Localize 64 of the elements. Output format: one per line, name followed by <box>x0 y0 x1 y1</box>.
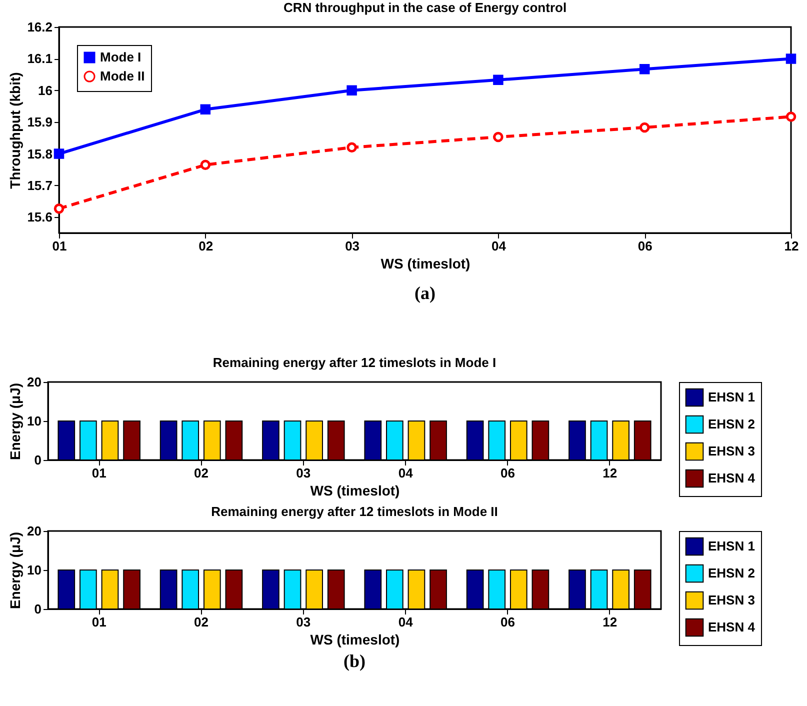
text: (b) <box>344 651 366 671</box>
point <box>346 142 357 153</box>
point <box>493 74 504 86</box>
point <box>200 160 211 170</box>
x-tick-label: 01 <box>92 614 106 630</box>
y-tick-label: 15.7 <box>27 178 52 193</box>
y-tick-label: 16 <box>38 82 52 98</box>
x-tick-label: 06 <box>500 466 515 480</box>
legend-label: EHSN 2 <box>708 416 755 432</box>
point <box>54 203 64 214</box>
x-tick-label: 12 <box>784 238 799 254</box>
legend-label: EHSN 4 <box>708 620 756 634</box>
y-tick-label: 16.1 <box>27 51 52 66</box>
legend-label: Mode I <box>100 50 142 64</box>
y-tick-label: 20 <box>27 374 42 390</box>
x-tick-label: 06 <box>638 238 652 254</box>
x-tick-label: 12 <box>602 614 618 630</box>
legend-label: EHSN 1 <box>708 538 755 554</box>
x-tick-label: 01 <box>52 238 67 254</box>
chart-title: Remaining energy after 12 timeslots in Mode I <box>212 355 496 370</box>
y-tick-label: 16.2 <box>27 20 52 34</box>
x-tick-label: 06 <box>500 614 515 630</box>
chart-title: Remaining energy after 12 timeslots in Mode II <box>211 504 498 519</box>
legend-label: EHSN 2 <box>708 566 755 580</box>
text: (a) <box>414 283 436 303</box>
point <box>54 148 64 159</box>
point <box>639 64 650 74</box>
y-tick-label: 15.8 <box>27 146 52 162</box>
point <box>786 54 796 64</box>
x-axis-title: WS (timeslot) <box>310 482 400 498</box>
x-axis-title: WS (timeslot) <box>380 256 470 272</box>
y-axis-title: Energy (μJ) <box>7 532 24 610</box>
point <box>493 132 504 142</box>
x-tick-label: 04 <box>398 466 414 480</box>
x-axis-title: WS (timeslot) <box>310 632 400 648</box>
chart-title: CRN throughput in the case of Energy control <box>283 0 567 15</box>
x-tick-label: 02 <box>194 466 208 480</box>
x-tick-label: 12 <box>602 466 618 480</box>
x-tick-label: 02 <box>198 238 214 254</box>
point <box>200 104 211 115</box>
x-tick-label: 03 <box>296 466 311 480</box>
point <box>639 122 650 133</box>
x-tick-label: 01 <box>92 466 106 480</box>
y-tick-label: 15.6 <box>27 210 52 225</box>
y-tick-label: 0 <box>34 452 42 468</box>
legend-label: EHSN 1 <box>708 390 755 404</box>
y-tick-label: 20 <box>27 524 42 538</box>
x-tick-label: 04 <box>398 614 414 630</box>
point <box>346 85 357 96</box>
x-tick-label: 02 <box>194 614 208 630</box>
x-tick-label: 03 <box>296 614 311 630</box>
y-axis-title: Energy (μJ) <box>7 382 24 460</box>
legend-label: EHSN 4 <box>708 470 756 486</box>
legend-label: EHSN 3 <box>708 592 755 608</box>
x-tick-label: 03 <box>345 238 360 254</box>
x-tick-label: 04 <box>491 238 507 254</box>
y-axis-title: Throughput (kbit) <box>7 72 24 189</box>
y-tick-label: 10 <box>27 414 42 428</box>
y-tick-label: 15.9 <box>27 114 52 130</box>
point <box>786 112 796 122</box>
y-tick-label: 10 <box>27 562 42 578</box>
y-tick-label: 0 <box>34 602 42 616</box>
legend-label: EHSN 3 <box>708 444 755 458</box>
legend-label: Mode II <box>100 68 145 84</box>
